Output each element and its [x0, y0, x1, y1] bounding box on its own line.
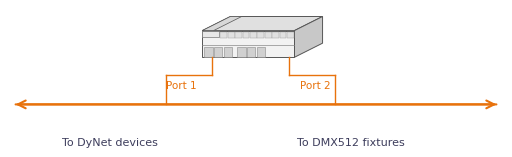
Bar — [250, 32, 257, 38]
Bar — [280, 32, 286, 38]
Bar — [247, 47, 255, 57]
Bar — [214, 47, 222, 57]
Text: To DyNet devices: To DyNet devices — [62, 138, 158, 148]
Bar — [228, 32, 234, 38]
Polygon shape — [202, 31, 294, 57]
Text: To DMX512 fixtures: To DMX512 fixtures — [297, 138, 404, 148]
Polygon shape — [202, 16, 242, 31]
Bar — [237, 47, 246, 57]
Bar — [243, 32, 249, 38]
Bar — [202, 31, 219, 37]
Bar — [272, 32, 279, 38]
Bar — [257, 47, 265, 57]
Text: Port 2: Port 2 — [300, 81, 330, 91]
Bar — [204, 47, 212, 57]
Bar — [258, 32, 264, 38]
Text: Port 1: Port 1 — [166, 81, 197, 91]
Bar — [287, 32, 294, 38]
Bar — [220, 32, 227, 38]
Bar — [265, 32, 271, 38]
Bar — [235, 32, 242, 38]
Polygon shape — [294, 16, 323, 57]
Bar — [224, 47, 232, 57]
Polygon shape — [202, 16, 323, 31]
